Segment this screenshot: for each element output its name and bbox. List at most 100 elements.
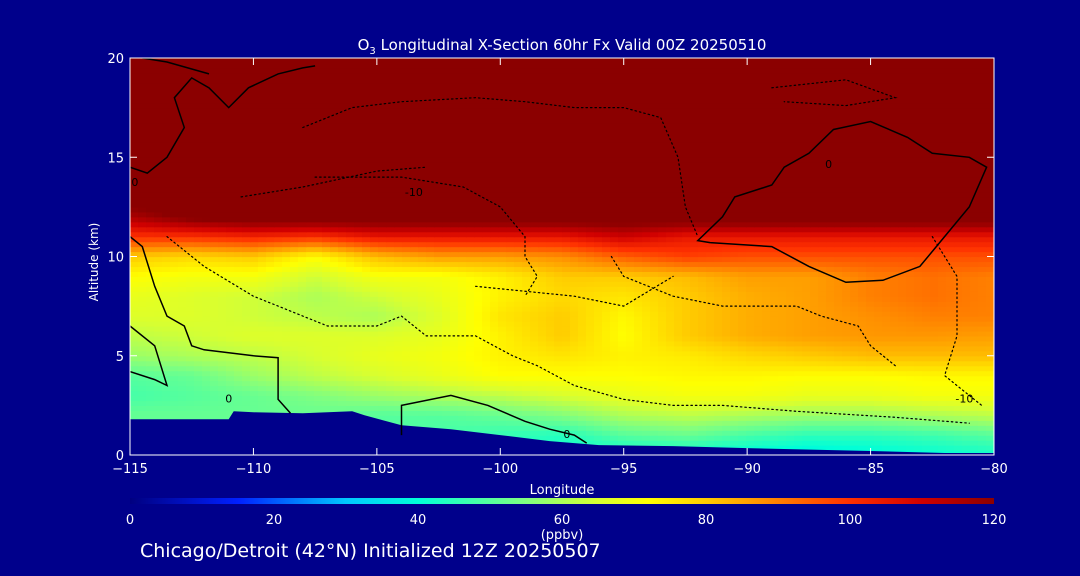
field-cell (466, 420, 475, 426)
field-cell (794, 321, 803, 327)
field-cell (426, 350, 435, 357)
field-cell (314, 345, 323, 352)
field-cell (234, 355, 243, 362)
field-cell (914, 231, 923, 238)
field-cell (490, 415, 499, 421)
field-cell (274, 301, 283, 307)
field-cell (618, 350, 627, 357)
field-cell (802, 266, 811, 272)
field-cell (722, 276, 731, 282)
field-cell (522, 316, 531, 322)
field-cell (610, 400, 619, 406)
field-cell (210, 330, 219, 337)
field-cell (402, 375, 411, 382)
field-cell (698, 405, 707, 411)
field-cell (410, 395, 419, 402)
field-cell (426, 420, 435, 426)
field-cell (786, 286, 795, 292)
field-cell (802, 385, 811, 392)
field-cell (642, 390, 651, 397)
field-cell (210, 256, 219, 263)
field-cell (434, 410, 443, 416)
field-cell (546, 350, 555, 357)
field-cell (578, 380, 587, 387)
field-cell (786, 435, 795, 441)
field-cell (506, 286, 515, 292)
field-cell (890, 425, 899, 431)
field-cell (450, 316, 459, 322)
field-cell (722, 400, 731, 406)
field-cell (426, 360, 435, 367)
field-cell (666, 226, 675, 233)
field-cell (922, 226, 931, 233)
field-cell (594, 425, 603, 431)
field-cell (906, 400, 915, 406)
field-cell (802, 306, 811, 312)
field-cell (482, 395, 491, 402)
field-cell (610, 415, 619, 421)
field-cell (186, 415, 195, 421)
field-cell (330, 325, 339, 332)
field-cell (922, 241, 931, 248)
field-cell (874, 360, 883, 367)
field-cell (274, 321, 283, 327)
field-cell (410, 286, 419, 292)
field-cell (786, 420, 795, 426)
field-cell (378, 266, 387, 272)
field-cell (802, 370, 811, 377)
field-cell (834, 316, 843, 322)
field-cell (770, 276, 779, 282)
field-cell (266, 390, 275, 397)
field-cell (762, 246, 771, 253)
field-cell (626, 291, 635, 297)
field-cell (746, 340, 755, 347)
field-cell (674, 345, 683, 352)
field-cell (330, 380, 339, 387)
field-cell (986, 345, 994, 352)
field-cell (970, 251, 979, 258)
field-cell (210, 261, 219, 268)
field-cell (546, 325, 555, 332)
field-cell (162, 256, 171, 263)
field-cell (650, 325, 659, 332)
field-cell (314, 365, 323, 372)
field-cell (226, 345, 235, 352)
field-cell (362, 410, 371, 416)
field-cell (362, 301, 371, 307)
field-cell (418, 355, 427, 362)
field-cell (738, 246, 747, 253)
field-cell (754, 355, 763, 362)
field-cell (818, 405, 827, 411)
field-cell (650, 236, 659, 243)
field-cell (738, 350, 747, 357)
field-cell (698, 360, 707, 367)
field-cell (178, 261, 187, 268)
field-cell (290, 291, 299, 297)
field-cell (394, 271, 403, 277)
field-cell (970, 405, 979, 411)
field-cell (922, 276, 931, 282)
field-cell (594, 370, 603, 377)
field-cell (194, 390, 203, 397)
field-cell (874, 226, 883, 233)
field-cell (802, 350, 811, 357)
field-cell (826, 405, 835, 411)
field-cell (402, 335, 411, 342)
field-cell (218, 291, 227, 297)
field-cell (498, 390, 507, 397)
field-cell (634, 435, 643, 441)
field-cell (338, 360, 347, 367)
field-cell (762, 316, 771, 322)
field-cell (946, 266, 955, 272)
field-cell (850, 360, 859, 367)
field-cell (266, 395, 275, 402)
field-cell (754, 420, 763, 426)
field-cell (634, 375, 643, 382)
field-cell (658, 345, 667, 352)
field-cell (274, 400, 283, 406)
field-cell (530, 365, 539, 372)
field-cell (690, 410, 699, 416)
field-cell (642, 350, 651, 357)
field-cell (858, 321, 867, 327)
field-cell (522, 385, 531, 392)
